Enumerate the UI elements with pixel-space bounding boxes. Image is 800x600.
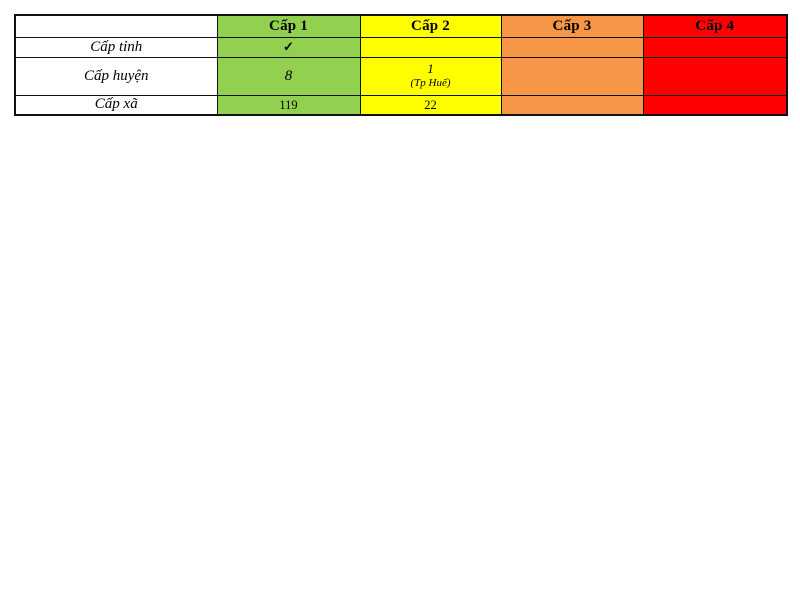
risk-level-table: Cấp 1 Cấp 2 Cấp 3 Cấp 4 Cấp tỉnh ✓ Cấp h…: [14, 14, 788, 116]
cell-value: 8: [284, 67, 293, 84]
cell-tinh-cap3: [500, 36, 644, 58]
cell-xa-cap1: 119: [216, 94, 361, 116]
cell-huyen-cap4: [642, 56, 788, 96]
cell-huyen-cap2: 1 (Tp Huế): [359, 56, 502, 96]
cell-xa-cap4: [642, 94, 788, 116]
column-header-cap1: Cấp 1: [216, 14, 361, 38]
cell-value: 1: [427, 61, 434, 77]
cell-value: 119: [279, 97, 298, 112]
table-header-row: Cấp 1 Cấp 2 Cấp 3 Cấp 4: [14, 14, 788, 38]
row-label-cap-xa: Cấp xã: [14, 94, 218, 116]
cell-tinh-cap1: ✓: [216, 36, 361, 58]
cell-subtext: (Tp Huế): [410, 77, 451, 90]
cell-tinh-cap2: [359, 36, 502, 58]
cell-huyen-cap3: [500, 56, 644, 96]
table-row-cap-tinh: Cấp tỉnh ✓: [14, 36, 788, 58]
column-header-cap4: Cấp 4: [642, 14, 788, 38]
row-label-cap-tinh: Cấp tỉnh: [14, 36, 218, 58]
cell-tinh-cap4: [642, 36, 788, 58]
cell-xa-cap2: 22: [359, 94, 502, 116]
cell-xa-cap3: [500, 94, 644, 116]
corner-cell: [14, 14, 218, 38]
cell-huyen-cap1: 8: [216, 56, 361, 96]
checkmark-icon: ✓: [283, 39, 294, 54]
table-row-cap-xa: Cấp xã 119 22: [14, 94, 788, 116]
column-header-cap2: Cấp 2: [359, 14, 502, 38]
cell-value: 22: [424, 97, 437, 112]
column-header-cap3: Cấp 3: [500, 14, 644, 38]
row-label-cap-huyen: Cấp huyện: [14, 56, 218, 96]
table-row-cap-huyen: Cấp huyện 8 1 (Tp Huế): [14, 56, 788, 96]
